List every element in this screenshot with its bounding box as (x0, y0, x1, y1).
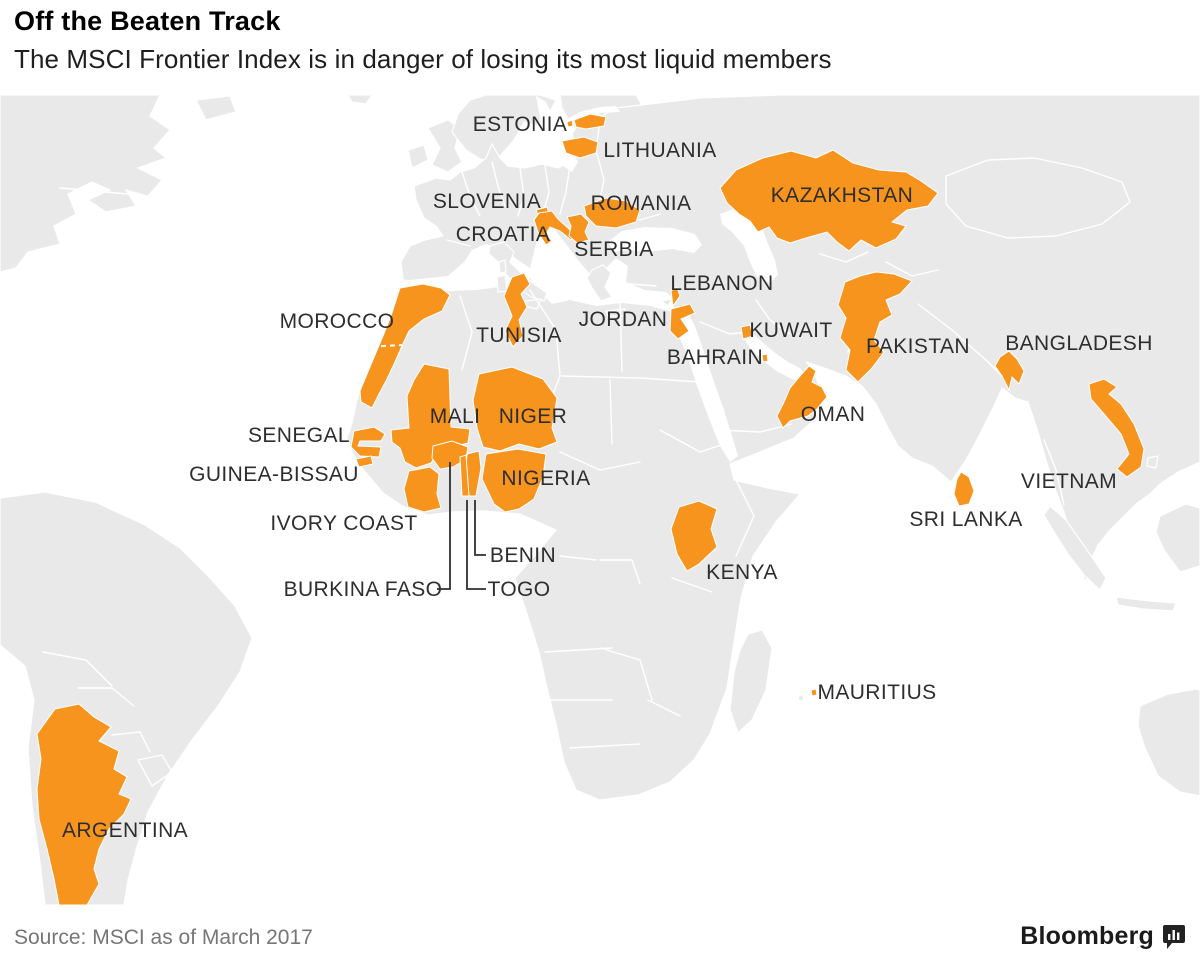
landmass-south-america (0, 491, 253, 906)
country-shape-burkina-faso (431, 440, 469, 470)
country-shape-tunisia (503, 272, 531, 348)
chart-header: Off the Beaten Track The MSCI Frontier I… (14, 6, 1186, 75)
country-shape-argentina (36, 703, 132, 906)
country-shape-nigeria (481, 448, 547, 513)
country-shape-bahrain (761, 353, 769, 363)
western-sahara-dashed-border (362, 344, 403, 348)
country-shape-niger (472, 366, 558, 452)
country-shape-kenya (670, 500, 718, 572)
landmass-greece (586, 264, 613, 302)
highlight-layer (36, 113, 1145, 906)
country-shape-togo (459, 454, 470, 497)
country-shape-ivory-coast (403, 466, 442, 513)
chart-footer: Source: MSCI as of March 2017 Bloomberg (14, 922, 1186, 956)
bloomberg-logo: Bloomberg (1020, 922, 1186, 951)
landmass-corsica (498, 259, 507, 274)
country-shape-croatia (533, 210, 577, 246)
landmass-reunion (799, 696, 803, 700)
landmass-sardinia (496, 274, 508, 293)
chart-title: Off the Beaten Track (14, 6, 281, 36)
country-shape-vietnam (1088, 378, 1145, 478)
landmass-iceland (346, 94, 374, 105)
persian-gulf (742, 330, 806, 380)
black-sea (608, 227, 702, 253)
mediterranean-sea (410, 220, 676, 312)
country-shape-kazakhstan (719, 149, 939, 252)
country-shape-bangladesh (994, 350, 1025, 392)
gulf-of-aden (732, 446, 806, 486)
landmass-hainan (1146, 455, 1159, 469)
country-shape-jordan (669, 303, 696, 340)
caspian-sea (720, 208, 778, 283)
country-shape-romania (583, 197, 641, 229)
country-shape-mauritius (810, 688, 818, 697)
country-shape-oman (776, 365, 828, 429)
country-shape-sri-lanka (953, 471, 975, 507)
bloomberg-wordmark: Bloomberg (1020, 922, 1154, 950)
bar-chart-bubble-icon (1163, 924, 1185, 949)
landmass-sumatra (1043, 505, 1107, 591)
landmass-borneo (1155, 503, 1200, 573)
country-shape-senegal (350, 426, 386, 458)
source-note: Source: MSCI as of March 2017 (14, 926, 313, 949)
country-shape-guinea-bissau (355, 455, 374, 468)
world-map: ESTONIA LITHUANIA SLOVENIA CROATIA ROMANIA SE… (0, 94, 1200, 906)
landmass-madagascar (729, 629, 773, 735)
landmass-ireland (407, 144, 429, 169)
country-shape-estonia-islands (566, 119, 574, 128)
country-shape-morocco (359, 283, 451, 409)
landmass-north-america (0, 94, 171, 273)
chart-subtitle: The MSCI Frontier Index is in danger of … (14, 44, 832, 74)
landmass-java (1115, 596, 1177, 612)
country-shape-pakistan (837, 271, 913, 383)
peninsula-layer (488, 241, 674, 317)
annotation-layer (362, 344, 486, 590)
sea-layer (410, 96, 806, 486)
border-layer (42, 119, 1149, 787)
country-shape-estonia (573, 113, 607, 130)
benin-leader-line (474, 500, 486, 556)
burkina-faso-leader-line (437, 462, 451, 590)
landmass-newfoundland (195, 95, 237, 121)
landmass-australia (1137, 688, 1200, 797)
country-shape-lebanon (670, 286, 681, 308)
landmass-cyprus (659, 298, 674, 307)
red-sea (678, 310, 738, 462)
country-shape-kuwait (740, 324, 754, 340)
togo-leader-line (466, 500, 486, 590)
country-shape-serbia (566, 213, 590, 244)
country-shape-lithuania (561, 136, 599, 159)
